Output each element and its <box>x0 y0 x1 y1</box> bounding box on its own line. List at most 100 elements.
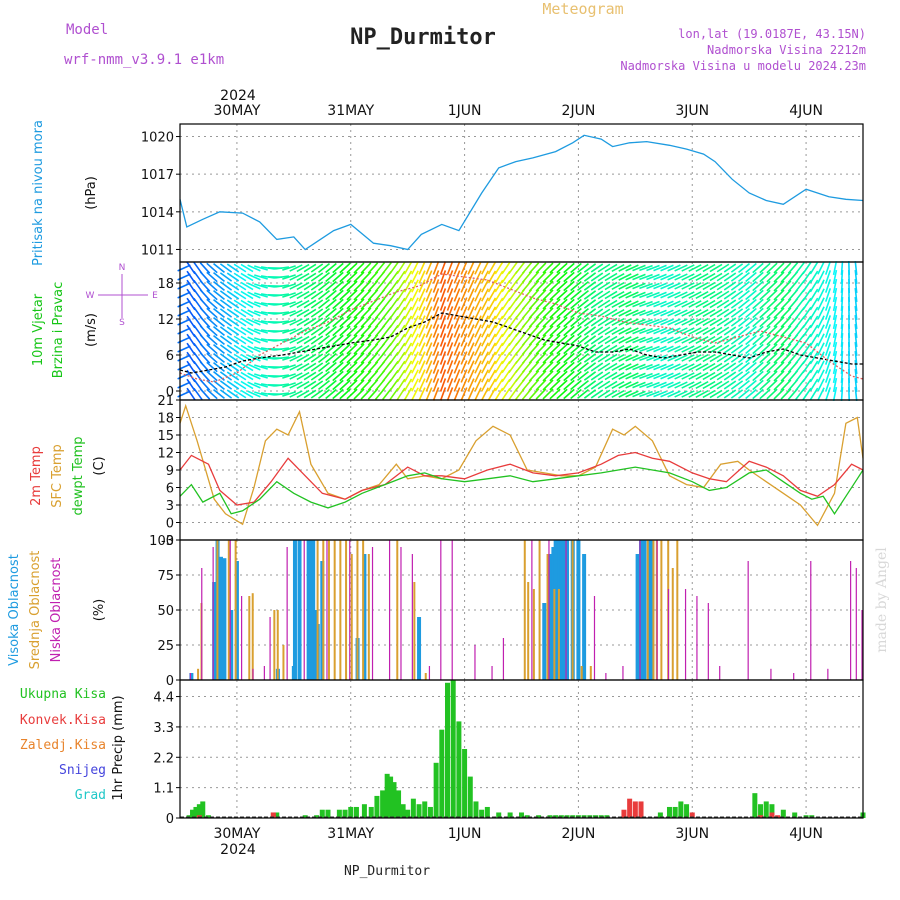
wind-arrow <box>674 300 688 308</box>
wind-arrow <box>590 317 604 327</box>
wind-arrow <box>535 307 547 319</box>
wind-arrow <box>817 324 825 338</box>
wind-arrow <box>467 351 475 365</box>
wind-arrow <box>832 269 838 285</box>
wind-arrow <box>752 334 764 346</box>
wind-arrow <box>653 336 667 344</box>
wind-arrow <box>646 345 660 353</box>
wind-arrow <box>346 307 358 319</box>
cloud-low-bar <box>639 540 641 680</box>
wind-arrow <box>226 308 240 318</box>
wind-arrow <box>625 273 639 281</box>
precip-total-bar <box>678 801 684 818</box>
top-day-label: 1JUN <box>448 103 482 119</box>
precip-conv-bar <box>632 801 638 818</box>
cloud-low-bar <box>855 568 857 680</box>
top-day-label: 3JUN <box>675 103 709 119</box>
wind-arrow <box>709 281 723 291</box>
wind-arrow <box>213 308 225 318</box>
y-tick-label: 15 <box>157 429 174 444</box>
wind-arrow <box>219 263 233 273</box>
wind-arrow <box>773 316 785 328</box>
precip-total-bar <box>684 804 690 818</box>
cloud-mid-bar <box>396 540 399 680</box>
wind-arrow <box>766 370 778 382</box>
wind-arrow <box>487 369 497 383</box>
wind-arrow <box>233 389 247 399</box>
wind-arrow <box>425 333 433 347</box>
wind-arrow <box>289 354 303 362</box>
wind-arrow <box>226 290 240 300</box>
wind-arrow <box>667 309 681 317</box>
wind-arrow <box>411 288 419 302</box>
wind-arrow <box>535 370 547 382</box>
wind-arrow <box>233 362 247 372</box>
wind-arrow <box>240 335 254 345</box>
precip-total-bar <box>763 801 769 818</box>
cloud-mid-bar <box>327 540 330 680</box>
wind-arrow <box>660 336 674 344</box>
wind-arrow <box>660 345 674 353</box>
wind-arrow <box>563 298 575 310</box>
wind-arrow <box>780 334 792 346</box>
precip-total-bar <box>536 815 542 818</box>
wind-arrow <box>773 289 785 301</box>
wind-arrow <box>660 381 674 389</box>
wind-arrow <box>247 381 261 389</box>
wind-arrow <box>702 290 716 300</box>
wind-arrow <box>396 288 406 302</box>
wind-arrow <box>759 370 771 382</box>
wind-arrow <box>332 316 344 328</box>
wind-arrow <box>282 301 296 307</box>
wind-arrow <box>446 297 454 311</box>
wind-arrow <box>535 379 547 391</box>
wind-arrow <box>632 363 646 371</box>
wind-arrow <box>206 316 218 328</box>
wind-arrow <box>773 307 785 319</box>
wind-arrow <box>418 342 426 356</box>
wind-arrow <box>542 289 554 301</box>
bottom-day-label: 31MAY <box>327 826 374 842</box>
wind-arrow <box>570 262 582 274</box>
wind-arrow <box>646 372 660 380</box>
wind-arrow <box>254 337 268 343</box>
wind-arrow <box>206 298 218 310</box>
cloud-low-bar <box>747 561 749 680</box>
wind-arrow <box>563 316 575 328</box>
wind-arrow <box>549 316 561 328</box>
wind-arrow <box>494 342 504 356</box>
wind-arrow <box>590 308 604 318</box>
wind-arrow <box>481 288 489 302</box>
wind-arrow <box>653 345 667 353</box>
y-tick-label: 0 <box>166 517 174 532</box>
wind-arrow <box>247 291 261 299</box>
wind-arrow <box>618 354 632 362</box>
cloud-mid-bar <box>580 666 583 680</box>
wind-arrow <box>802 279 812 293</box>
wind-arrow <box>474 270 482 284</box>
wind-arrow <box>653 264 667 272</box>
wind-arrow <box>817 297 825 311</box>
wind-arrow <box>233 380 247 390</box>
wind-arrow <box>674 390 688 398</box>
cloud-high-bar <box>642 540 647 680</box>
wind-arrow <box>730 263 744 273</box>
wind-arrow <box>590 281 604 291</box>
wind-arrow <box>809 378 819 392</box>
wind-arrow <box>745 334 757 346</box>
cloud-high-bar <box>311 540 316 680</box>
wind-arrow <box>446 261 454 275</box>
wind-arrow <box>709 317 723 327</box>
cloud-low-bar <box>440 540 442 680</box>
cloud-high-bar <box>218 556 223 680</box>
wind-arrow <box>625 372 639 380</box>
wind-arrow <box>199 334 211 346</box>
cloud-high-bar <box>565 540 570 680</box>
wind-arrow <box>745 388 757 400</box>
compass-s: S <box>119 318 125 328</box>
wind-arrow <box>766 298 778 310</box>
wind-arrow <box>339 271 351 283</box>
wind-arrow <box>695 308 709 318</box>
wind-arrow <box>681 309 695 317</box>
cloud-mid-bar <box>523 540 526 680</box>
